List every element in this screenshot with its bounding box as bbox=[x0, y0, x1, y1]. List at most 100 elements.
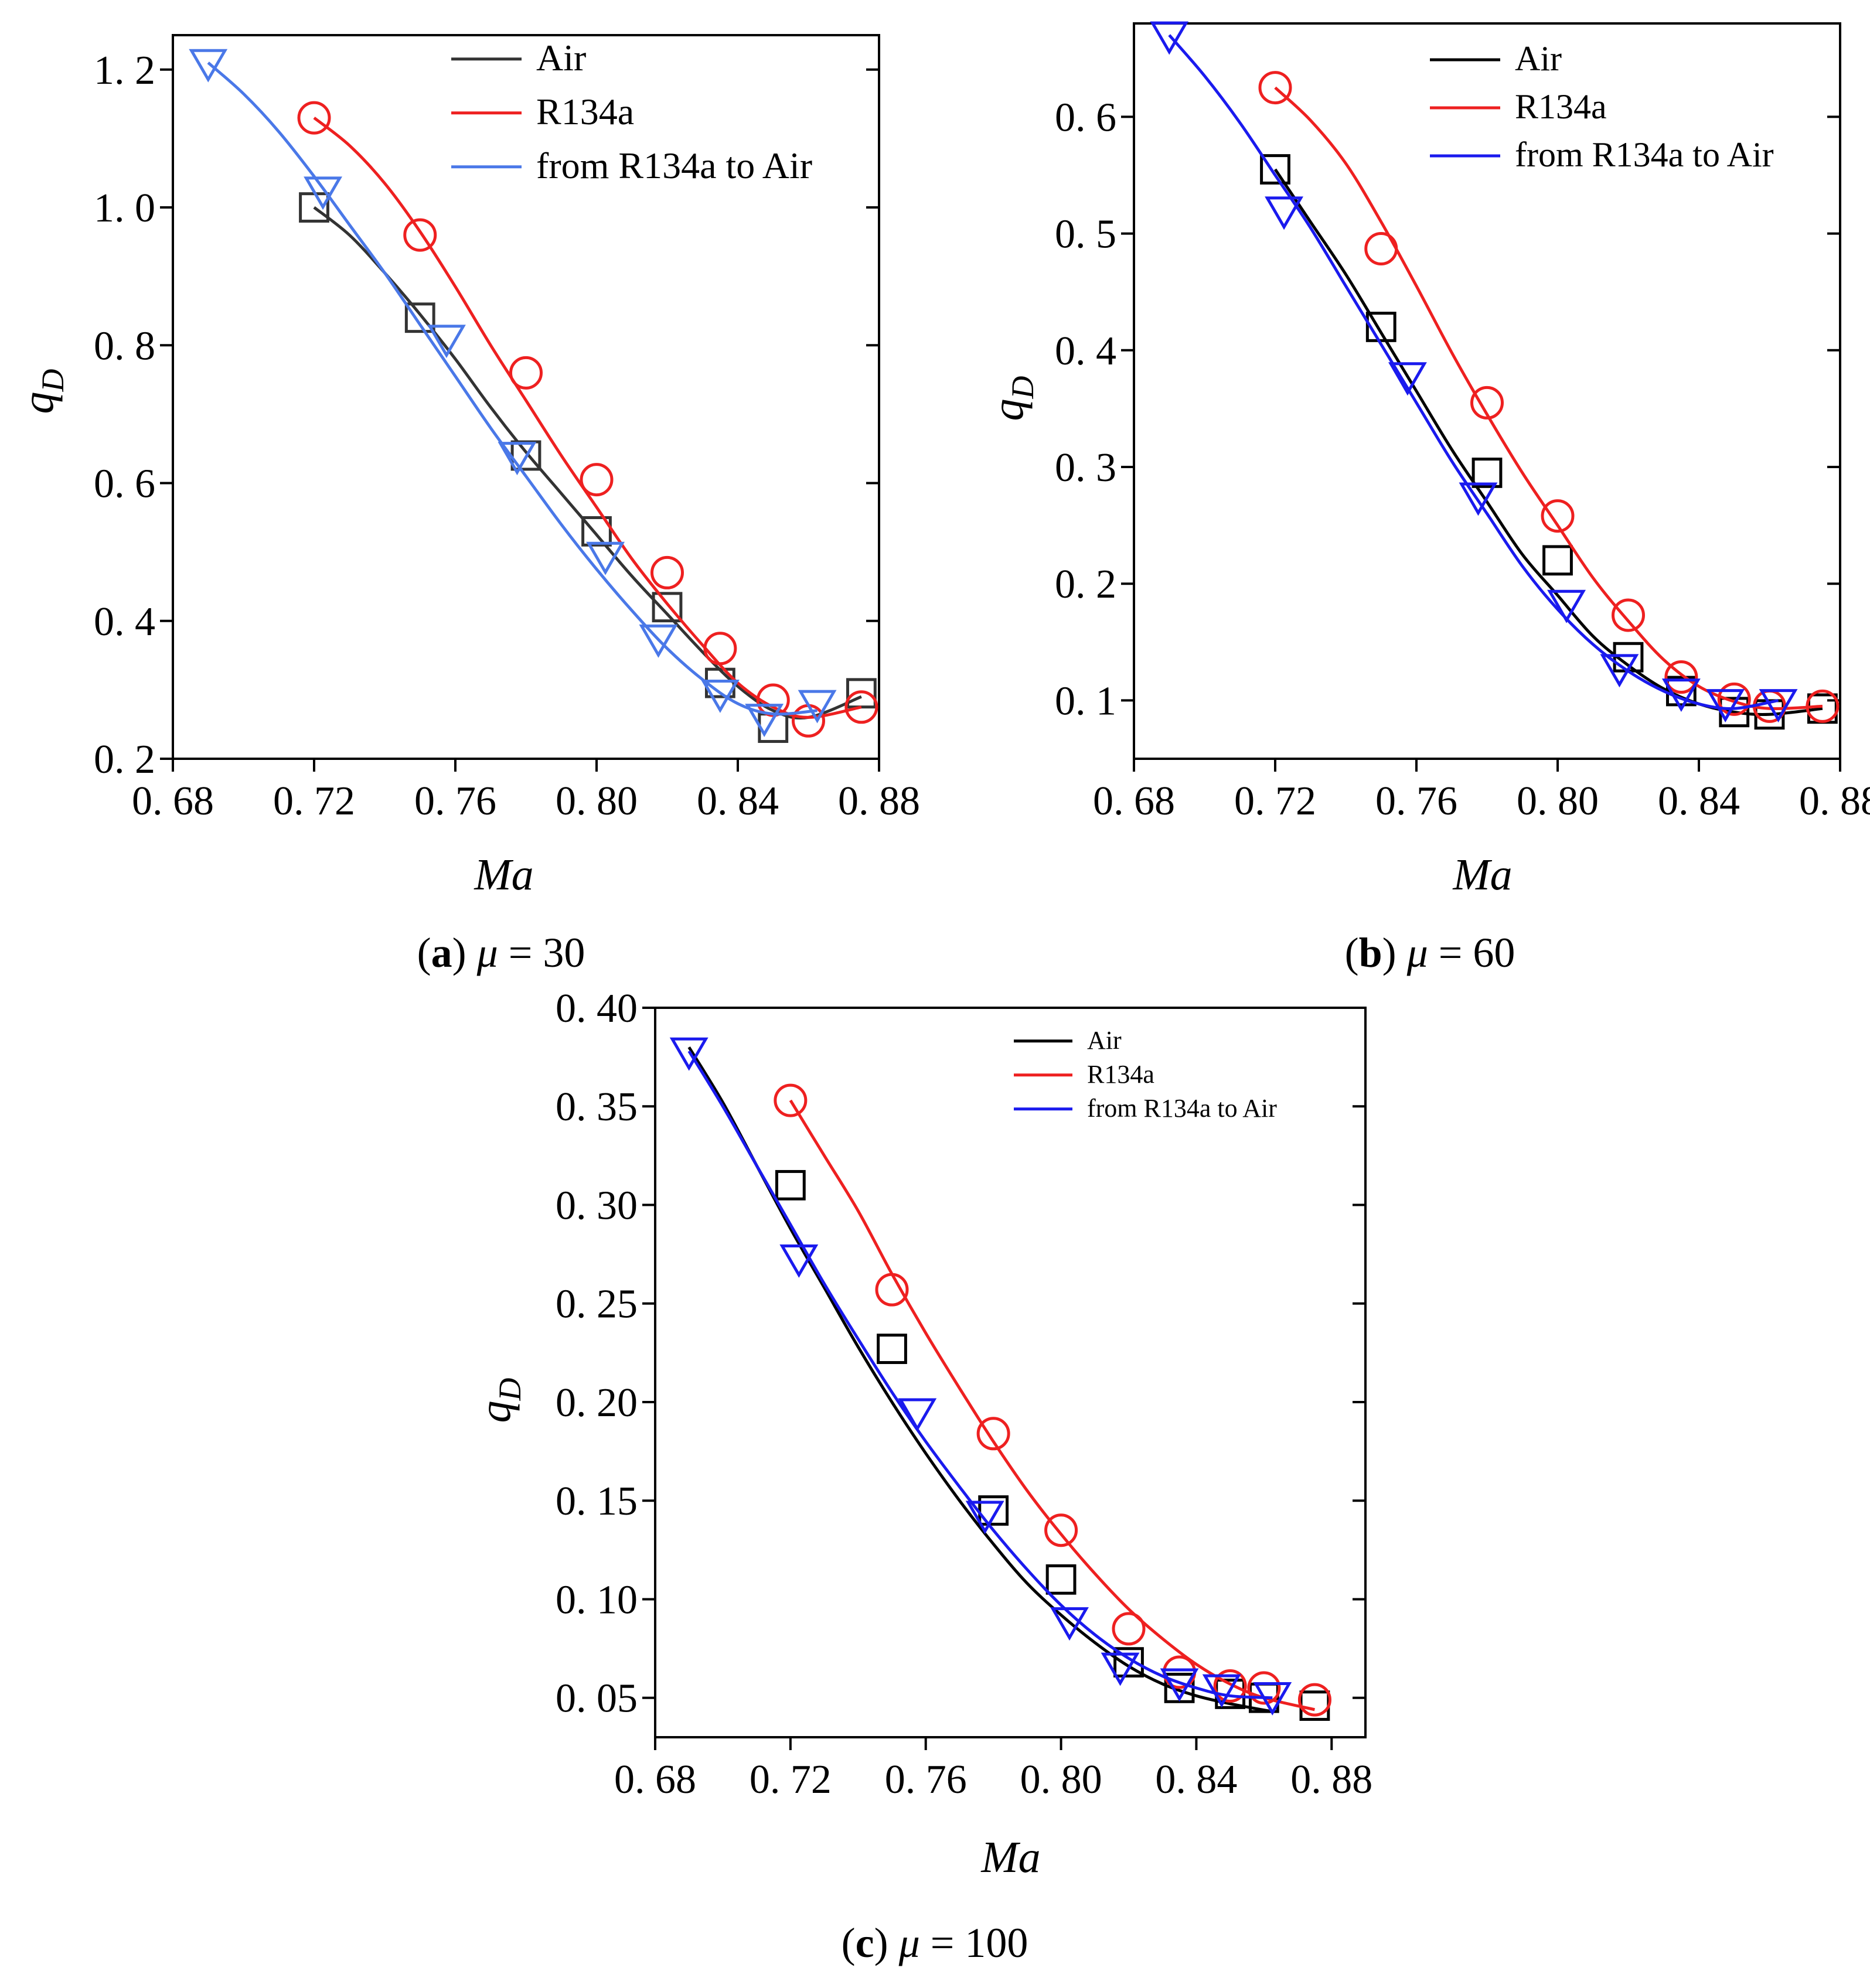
legend-label: Air bbox=[536, 37, 586, 79]
panel-a: 0. 68 0. 72 0. 76 0. 80 0. 84 0. 88 0. 2 0. 4 0.… bbox=[13, 34, 920, 976]
data-point-square bbox=[978, 1495, 1009, 1526]
data-point-triangle-down bbox=[427, 325, 466, 359]
data-point-square bbox=[404, 302, 435, 333]
data-point-triangle-down bbox=[779, 1244, 819, 1278]
legend-b: Air R134a from R134a to Air bbox=[1430, 39, 1774, 174]
data-point-square bbox=[1365, 312, 1396, 342]
data-point-triangle-down bbox=[1160, 1668, 1199, 1702]
x-tick-label: 0. 68 bbox=[132, 779, 214, 824]
panel-c: 0. 68 0. 72 0. 76 0. 80 0. 84 0. 88 0. 05 0. 10… bbox=[471, 986, 1372, 1966]
legend-label: from R134a to Air bbox=[536, 145, 812, 186]
data-point-circle bbox=[1470, 386, 1504, 420]
data-point-triangle-down bbox=[1759, 689, 1798, 722]
legend-label: R134a bbox=[1515, 87, 1607, 126]
data-point-square bbox=[581, 516, 612, 547]
x-tick-label: 0. 76 bbox=[1375, 779, 1457, 824]
caption-a: (a) μ = 30 bbox=[417, 929, 585, 976]
y-tick-label: 0. 30 bbox=[556, 1183, 638, 1228]
data-point-triangle-down bbox=[1265, 196, 1303, 230]
y-tick-label: 0. 2 bbox=[1055, 562, 1116, 607]
legend-label: Air bbox=[1515, 39, 1562, 78]
x-tick-label: 0. 72 bbox=[273, 779, 355, 824]
y-tick-label: 0. 2 bbox=[94, 737, 155, 782]
xlabel-c: Ma bbox=[980, 1833, 1040, 1882]
y-tick-label: 1. 2 bbox=[94, 48, 155, 93]
data-point-square bbox=[1665, 676, 1697, 707]
data-point-circle bbox=[1213, 1669, 1247, 1703]
y-tick-label: 0. 6 bbox=[1055, 95, 1116, 140]
data-point-triangle-down bbox=[1101, 1652, 1140, 1686]
data-point-circle bbox=[580, 463, 614, 497]
data-point-triangle-down bbox=[1388, 362, 1427, 396]
data-point-circle bbox=[1717, 682, 1751, 716]
x-tick-label: 0. 84 bbox=[1155, 1757, 1237, 1802]
y-tick-label: 0. 25 bbox=[556, 1282, 638, 1327]
x-tick-label: 0. 84 bbox=[697, 779, 779, 824]
data-point-circle bbox=[1112, 1612, 1146, 1646]
data-point-circle bbox=[844, 690, 878, 724]
plot-frame-c bbox=[654, 1007, 1367, 1738]
x-tick-label: 0. 72 bbox=[1234, 779, 1316, 824]
data-point-triangle-down bbox=[1547, 589, 1586, 623]
data-point-triangle-down bbox=[498, 442, 537, 476]
x-tick-label: 0. 88 bbox=[1799, 779, 1870, 824]
series-line-square bbox=[313, 206, 862, 720]
xlabel-b: Ma bbox=[1452, 850, 1512, 899]
x-tick-label: 0. 88 bbox=[1290, 1757, 1372, 1802]
data-point-triangle-down bbox=[798, 690, 837, 724]
data-point-triangle-down bbox=[586, 541, 625, 575]
y-tick-label: 0. 3 bbox=[1055, 445, 1116, 490]
data-point-triangle-down bbox=[1600, 654, 1639, 688]
data-point-triangle-down bbox=[189, 49, 228, 83]
y-tick-label: 0. 40 bbox=[556, 986, 638, 1031]
legend-c: Air R134a from R134a to Air bbox=[1014, 1026, 1277, 1123]
data-point-triangle-down bbox=[745, 704, 784, 738]
x-tick-label: 0. 80 bbox=[1517, 779, 1599, 824]
data-point-triangle-down bbox=[898, 1398, 937, 1432]
data-point-circle bbox=[1612, 598, 1645, 632]
series-line-circle bbox=[1274, 86, 1823, 711]
ylabel-b: qD bbox=[983, 376, 1040, 421]
data-point-square bbox=[877, 1334, 907, 1365]
data-point-square bbox=[1260, 154, 1290, 185]
x-tick-label: 0. 72 bbox=[750, 1757, 832, 1802]
data-point-circle bbox=[509, 356, 543, 390]
data-point-triangle-down bbox=[1706, 689, 1745, 722]
legend-label: R134a bbox=[536, 91, 634, 132]
y-tick-label: 0. 8 bbox=[94, 323, 155, 369]
data-point-circle bbox=[703, 632, 737, 666]
x-tick-label: 0. 68 bbox=[614, 1757, 696, 1802]
plot-frame-b bbox=[1133, 22, 1841, 760]
y-tick-label: 0. 10 bbox=[556, 1577, 638, 1622]
data-point-circle bbox=[297, 101, 331, 135]
legend-label: Air bbox=[1087, 1026, 1122, 1055]
data-point-circle bbox=[403, 218, 437, 252]
series-line-triangle-down bbox=[687, 1050, 1273, 1700]
data-point-square bbox=[652, 592, 683, 623]
y-tick-label: 0. 5 bbox=[1055, 212, 1116, 257]
plot-frame-a bbox=[172, 34, 880, 760]
y-tick-label: 0. 20 bbox=[556, 1380, 638, 1426]
ylabel-c: qD bbox=[471, 1378, 527, 1423]
y-tick-label: 1. 0 bbox=[94, 186, 155, 231]
data-point-circle bbox=[756, 683, 790, 717]
x-tick-label: 0. 76 bbox=[885, 1757, 967, 1802]
data-point-triangle-down bbox=[1661, 678, 1701, 712]
y-tick-label: 0. 35 bbox=[556, 1085, 638, 1130]
series-line-triangle-down bbox=[207, 62, 818, 716]
series-line-circle bbox=[313, 117, 862, 719]
x-tick-label: 0. 80 bbox=[556, 779, 638, 824]
x-tick-label: 0. 76 bbox=[414, 779, 496, 824]
y-tick-label: 0. 4 bbox=[94, 599, 155, 645]
data-point-circle bbox=[1247, 1671, 1281, 1705]
data-point-triangle-down bbox=[639, 624, 678, 658]
data-point-triangle-down bbox=[1150, 21, 1189, 55]
ylabel-a: qD bbox=[13, 369, 70, 414]
data-point-square bbox=[1542, 545, 1573, 576]
data-point-circle bbox=[774, 1083, 808, 1117]
data-point-circle bbox=[1044, 1513, 1078, 1547]
data-point-circle bbox=[1541, 499, 1575, 533]
data-point-triangle-down bbox=[700, 679, 740, 713]
data-point-triangle-down bbox=[965, 1501, 1004, 1535]
